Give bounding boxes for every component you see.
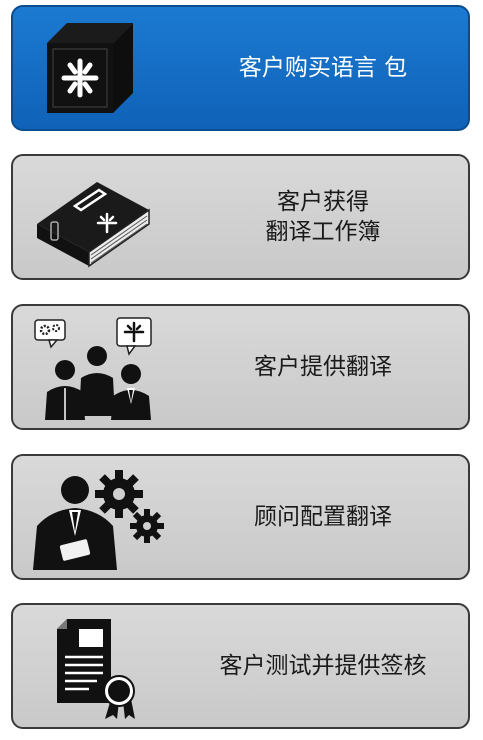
step-provide-translation[interactable]: 客户提供翻译 [11,304,470,430]
language-pack-box-icon [27,17,167,121]
step-label: 客户获得 翻译工作簿 [265,189,381,245]
step-test-and-signoff[interactable]: 客户测试并提供签核 [11,603,470,729]
step-label: 客户提供翻译 [254,354,392,380]
translation-workbook-icon [27,166,167,270]
step-label: 客户购买语言 包 [238,55,408,81]
signoff-certificate-icon [27,615,167,719]
step-get-workbook[interactable]: 客户获得 翻译工作簿 [11,154,470,280]
customers-providing-translation-icon [27,316,167,420]
step-buy-language-pack[interactable]: 客户购买语言 包 [11,5,470,131]
step-label: 客户测试并提供签核 [219,653,427,679]
step-label: 顾问配置翻译 [254,504,392,530]
step-consultant-configures[interactable]: 顾问配置翻译 [11,454,470,580]
consultant-configuring-gears-icon [27,466,167,570]
